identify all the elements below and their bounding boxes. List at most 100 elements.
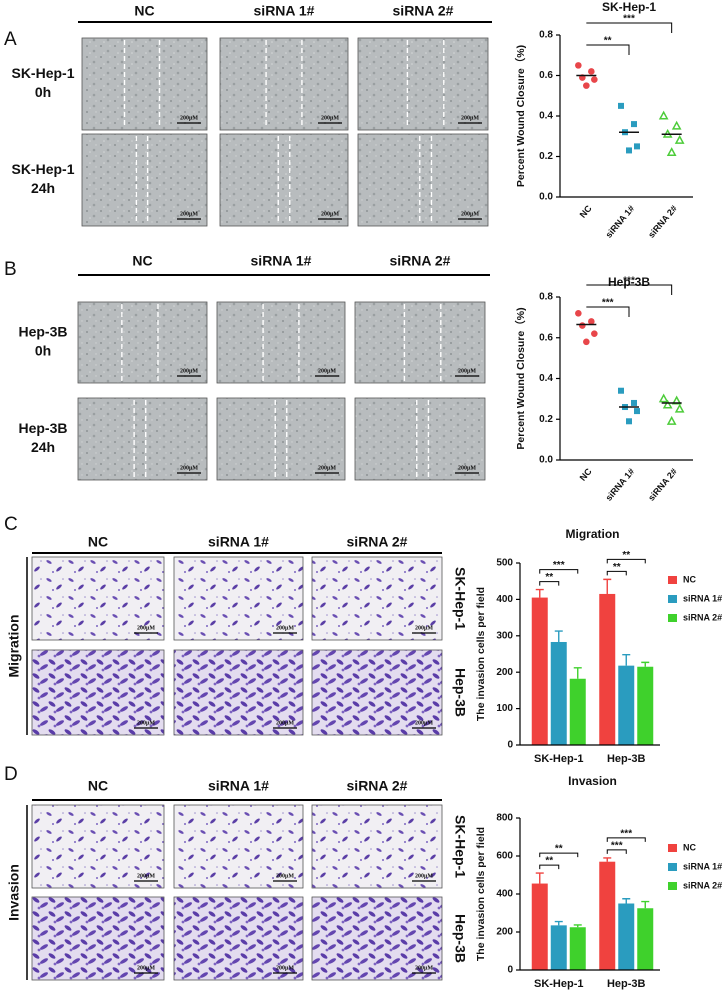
significance-label: ** xyxy=(622,550,630,561)
x-tick-label: siRNA 2# xyxy=(646,466,679,502)
x-tick-label: siRNA 2# xyxy=(646,203,679,239)
legend-label: siRNA 2# xyxy=(683,880,722,890)
y-tick-label: 0.6 xyxy=(539,332,553,343)
bar xyxy=(569,927,586,970)
significance-label: *** xyxy=(611,841,623,852)
significance-label: *** xyxy=(602,298,614,309)
point xyxy=(631,399,637,406)
x-tick-label: NC xyxy=(578,203,594,220)
point xyxy=(583,82,590,89)
legend-swatch xyxy=(668,614,677,622)
column-header: siRNA 2# xyxy=(347,778,408,794)
column-header: siRNA 2# xyxy=(347,534,408,550)
column-header: siRNA 1# xyxy=(251,253,312,269)
y-tick-label: 200 xyxy=(496,927,513,938)
bar xyxy=(637,666,654,745)
significance-label: ** xyxy=(545,572,553,583)
scale-bar-label: 200μM xyxy=(137,965,155,971)
significance-label: ** xyxy=(604,36,612,47)
error-bar xyxy=(603,578,612,594)
scale-bar-label: 200μM xyxy=(137,873,155,879)
legend-label: siRNA 1# xyxy=(683,593,722,603)
scale-bar-label: 200μM xyxy=(276,720,294,726)
error-bar xyxy=(622,654,631,666)
y-tick-label: 0.6 xyxy=(539,70,553,81)
significance-bracket xyxy=(539,864,560,870)
error-bar xyxy=(603,857,612,862)
scale-bar-label: 200μM xyxy=(180,211,198,217)
column-header: siRNA 1# xyxy=(254,3,315,19)
significance-label: *** xyxy=(553,560,565,571)
row-label: 24h xyxy=(31,180,55,196)
legend-label: siRNA 1# xyxy=(683,861,722,871)
x-tick-label: Hep-3B xyxy=(607,753,646,765)
scale-bar-label: 200μM xyxy=(321,211,339,217)
x-tick-label: siRNA 1# xyxy=(604,203,637,239)
y-tick-label: 0.8 xyxy=(539,30,553,41)
y-tick-label: 0.2 xyxy=(539,414,553,425)
y-axis-label: The invasion cells per field xyxy=(475,587,487,721)
scale-bar-label: 200μM xyxy=(461,115,479,121)
significance-bracket xyxy=(586,22,673,33)
point xyxy=(575,62,582,69)
micrograph xyxy=(173,556,304,641)
point xyxy=(631,121,637,128)
panel-letter: A xyxy=(4,29,17,50)
bar xyxy=(618,665,635,745)
significance-bracket xyxy=(606,570,627,576)
point xyxy=(626,147,632,154)
point xyxy=(618,102,624,109)
micrograph xyxy=(219,37,349,131)
micrograph xyxy=(354,301,486,384)
significance-bracket xyxy=(539,581,560,586)
point xyxy=(588,318,595,325)
scale-bar-label: 200μM xyxy=(318,368,336,374)
column-header: siRNA 1# xyxy=(208,778,269,794)
error-bar xyxy=(554,920,563,926)
point xyxy=(666,415,677,425)
y-tick-label: 0.0 xyxy=(539,192,553,203)
column-header: NC xyxy=(134,3,154,19)
bar xyxy=(618,903,635,970)
legend-swatch xyxy=(668,882,677,890)
y-tick-label: 400 xyxy=(496,889,513,900)
scale-bar-label: 200μM xyxy=(415,625,433,631)
row-label: Hep-3B xyxy=(18,324,67,340)
micrograph xyxy=(354,397,486,481)
bar xyxy=(637,908,654,970)
micrograph xyxy=(311,804,443,889)
legend-swatch xyxy=(668,863,677,871)
column-header: siRNA 1# xyxy=(208,534,269,550)
side-label: Migration xyxy=(6,615,22,678)
side-label: Invasion xyxy=(6,864,22,921)
bar xyxy=(531,597,548,745)
micrograph xyxy=(311,896,443,981)
significance-bracket xyxy=(539,569,579,574)
row-label: 24h xyxy=(31,439,55,455)
error-bar xyxy=(535,588,544,598)
micrograph xyxy=(77,397,208,481)
scale-bar-label: 200μM xyxy=(276,625,294,631)
y-axis-label: Percent Wound Closure（%) xyxy=(514,307,527,449)
y-tick-label: 200 xyxy=(496,667,513,678)
point xyxy=(634,143,640,150)
x-tick-label: siRNA 1# xyxy=(604,466,637,502)
y-axis-label: The invasion cells per field xyxy=(475,827,487,961)
micrograph xyxy=(173,649,304,736)
micrograph xyxy=(77,301,208,384)
point xyxy=(674,403,685,413)
micrograph xyxy=(81,37,208,131)
legend-swatch xyxy=(668,576,677,584)
row-label: SK-Hep-1 xyxy=(11,65,74,81)
significance-label: *** xyxy=(623,276,635,287)
row-label: Hep-3B xyxy=(452,668,468,717)
y-tick-label: 0 xyxy=(507,740,513,751)
chart-title: Invasion xyxy=(568,774,617,788)
error-bar xyxy=(573,924,582,928)
significance-label: ** xyxy=(555,844,563,855)
y-tick-label: 800 xyxy=(496,813,513,824)
row-label: SK-Hep-1 xyxy=(452,567,468,630)
chart-title: Migration xyxy=(566,527,620,541)
